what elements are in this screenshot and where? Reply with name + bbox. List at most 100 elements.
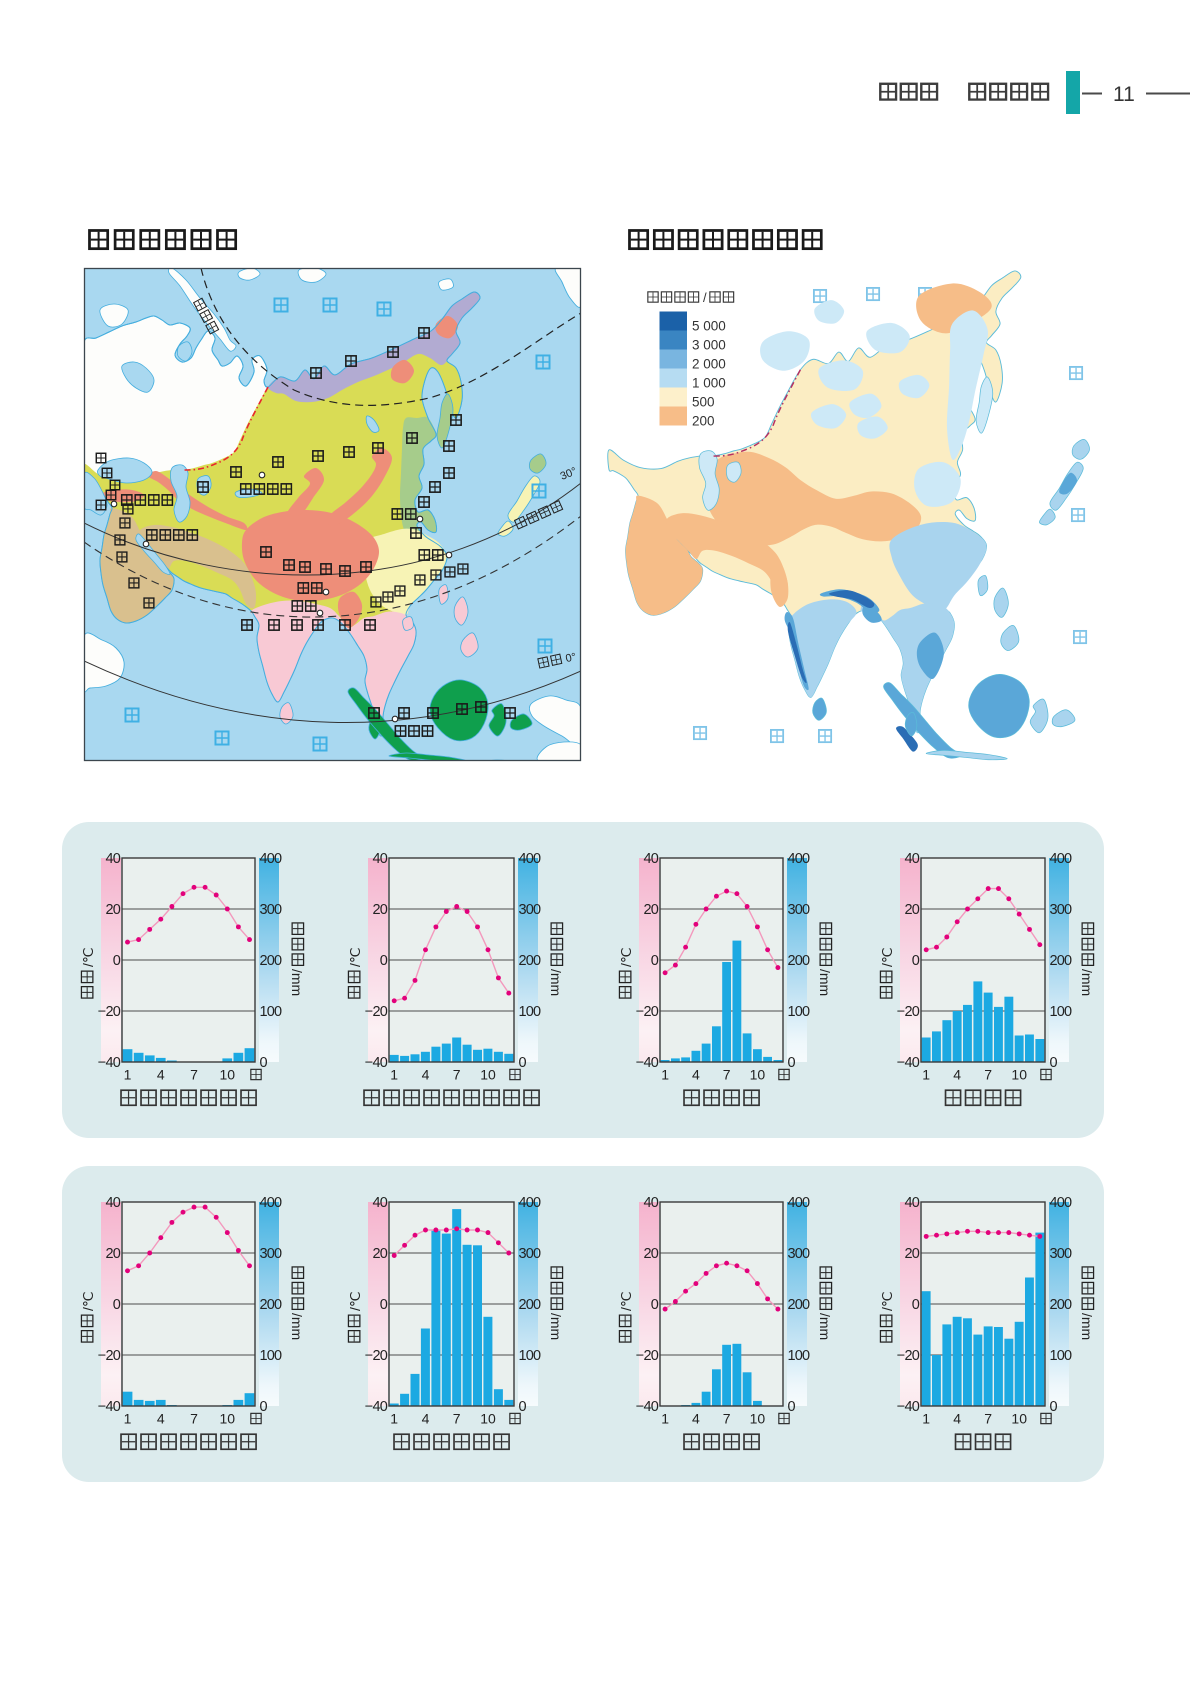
svg-text:0: 0 — [1050, 1399, 1058, 1415]
svg-text:/mm: /mm — [1079, 1313, 1095, 1340]
svg-text:4: 4 — [692, 1067, 700, 1083]
svg-text:40: 40 — [105, 851, 120, 867]
svg-text:20: 20 — [643, 1246, 658, 1262]
svg-text:400: 400 — [260, 851, 283, 867]
svg-text:4: 4 — [157, 1411, 165, 1427]
svg-text:−20: −20 — [636, 1348, 659, 1364]
svg-text:100: 100 — [788, 1348, 811, 1364]
svg-text:400: 400 — [1050, 851, 1073, 867]
svg-text:7: 7 — [190, 1411, 198, 1427]
svg-text:11: 11 — [1113, 83, 1135, 106]
svg-text:1: 1 — [661, 1067, 669, 1083]
svg-text:40: 40 — [105, 1195, 120, 1211]
svg-text:10: 10 — [1011, 1067, 1027, 1083]
svg-text:4: 4 — [692, 1411, 700, 1427]
svg-text:/mm: /mm — [548, 969, 564, 996]
svg-text:/mm: /mm — [289, 969, 305, 996]
svg-text:−40: −40 — [98, 1399, 121, 1415]
svg-text:200: 200 — [692, 414, 715, 429]
svg-text:100: 100 — [260, 1004, 283, 1020]
svg-text:10: 10 — [480, 1411, 496, 1427]
svg-text:200: 200 — [788, 953, 811, 969]
svg-text:200: 200 — [519, 1297, 542, 1313]
svg-text:20: 20 — [643, 902, 658, 918]
svg-text:5 000: 5 000 — [692, 319, 726, 334]
svg-text:10: 10 — [220, 1067, 236, 1083]
svg-text:400: 400 — [260, 1195, 283, 1211]
svg-text:400: 400 — [519, 1195, 542, 1211]
svg-text:0: 0 — [380, 953, 388, 969]
svg-text:10: 10 — [480, 1067, 496, 1083]
svg-text:300: 300 — [788, 902, 811, 918]
svg-text:100: 100 — [1050, 1348, 1073, 1364]
svg-text:20: 20 — [904, 1246, 919, 1262]
svg-text:200: 200 — [1050, 953, 1073, 969]
svg-text:7: 7 — [984, 1067, 992, 1083]
svg-text:−40: −40 — [636, 1055, 659, 1071]
svg-text:2 000: 2 000 — [692, 357, 726, 372]
svg-text:−40: −40 — [365, 1399, 388, 1415]
svg-text:−20: −20 — [98, 1348, 121, 1364]
svg-text:0: 0 — [113, 953, 121, 969]
svg-text:300: 300 — [1050, 1246, 1073, 1262]
svg-text:10: 10 — [220, 1411, 236, 1427]
svg-text:−20: −20 — [365, 1348, 388, 1364]
svg-text:0: 0 — [788, 1055, 796, 1071]
svg-text:40: 40 — [904, 1195, 919, 1211]
svg-text:7: 7 — [723, 1067, 731, 1083]
svg-text:7: 7 — [984, 1411, 992, 1427]
svg-text:20: 20 — [105, 1246, 120, 1262]
svg-text:400: 400 — [1050, 1195, 1073, 1211]
svg-text:10: 10 — [1011, 1411, 1027, 1427]
svg-text:−20: −20 — [897, 1004, 920, 1020]
svg-text:20: 20 — [105, 902, 120, 918]
svg-text:20: 20 — [904, 902, 919, 918]
svg-text:0: 0 — [519, 1055, 527, 1071]
svg-text:200: 200 — [260, 953, 283, 969]
svg-text:20: 20 — [372, 1246, 387, 1262]
svg-text:0: 0 — [519, 1399, 527, 1415]
svg-text:1: 1 — [661, 1411, 669, 1427]
svg-text:1: 1 — [922, 1411, 930, 1427]
svg-text:7: 7 — [723, 1411, 731, 1427]
svg-text:0: 0 — [912, 1297, 920, 1313]
svg-text:300: 300 — [1050, 902, 1073, 918]
svg-text:−20: −20 — [98, 1004, 121, 1020]
svg-text:/℃: /℃ — [80, 947, 96, 967]
svg-text:40: 40 — [372, 1195, 387, 1211]
svg-text:0°: 0° — [565, 651, 578, 665]
svg-text:/℃: /℃ — [618, 1291, 634, 1311]
svg-text:100: 100 — [788, 1004, 811, 1020]
svg-text:40: 40 — [904, 851, 919, 867]
svg-text:30°: 30° — [559, 465, 579, 482]
svg-text:20: 20 — [372, 902, 387, 918]
svg-text:10: 10 — [750, 1067, 766, 1083]
svg-text:40: 40 — [643, 1195, 658, 1211]
svg-text:10: 10 — [750, 1411, 766, 1427]
svg-text:40: 40 — [643, 851, 658, 867]
svg-text:40: 40 — [372, 851, 387, 867]
svg-text:200: 200 — [519, 953, 542, 969]
svg-text:4: 4 — [157, 1067, 165, 1083]
svg-text:0: 0 — [260, 1055, 268, 1071]
svg-text:200: 200 — [1050, 1297, 1073, 1313]
svg-text:100: 100 — [260, 1348, 283, 1364]
svg-text:100: 100 — [519, 1348, 542, 1364]
svg-text:/℃: /℃ — [879, 947, 895, 967]
svg-text:−20: −20 — [897, 1348, 920, 1364]
svg-text:−20: −20 — [636, 1004, 659, 1020]
svg-text:200: 200 — [788, 1297, 811, 1313]
svg-text:/: / — [703, 290, 707, 305]
svg-text:7: 7 — [453, 1067, 461, 1083]
svg-text:4: 4 — [953, 1411, 961, 1427]
svg-text:/mm: /mm — [548, 1313, 564, 1340]
svg-text:1: 1 — [124, 1067, 132, 1083]
svg-text:0: 0 — [651, 953, 659, 969]
svg-text:1: 1 — [390, 1067, 398, 1083]
svg-text:/℃: /℃ — [347, 947, 363, 967]
svg-text:/℃: /℃ — [347, 1291, 363, 1311]
svg-text:300: 300 — [788, 1246, 811, 1262]
svg-text:300: 300 — [519, 902, 542, 918]
svg-text:0: 0 — [1050, 1055, 1058, 1071]
svg-text:7: 7 — [190, 1067, 198, 1083]
